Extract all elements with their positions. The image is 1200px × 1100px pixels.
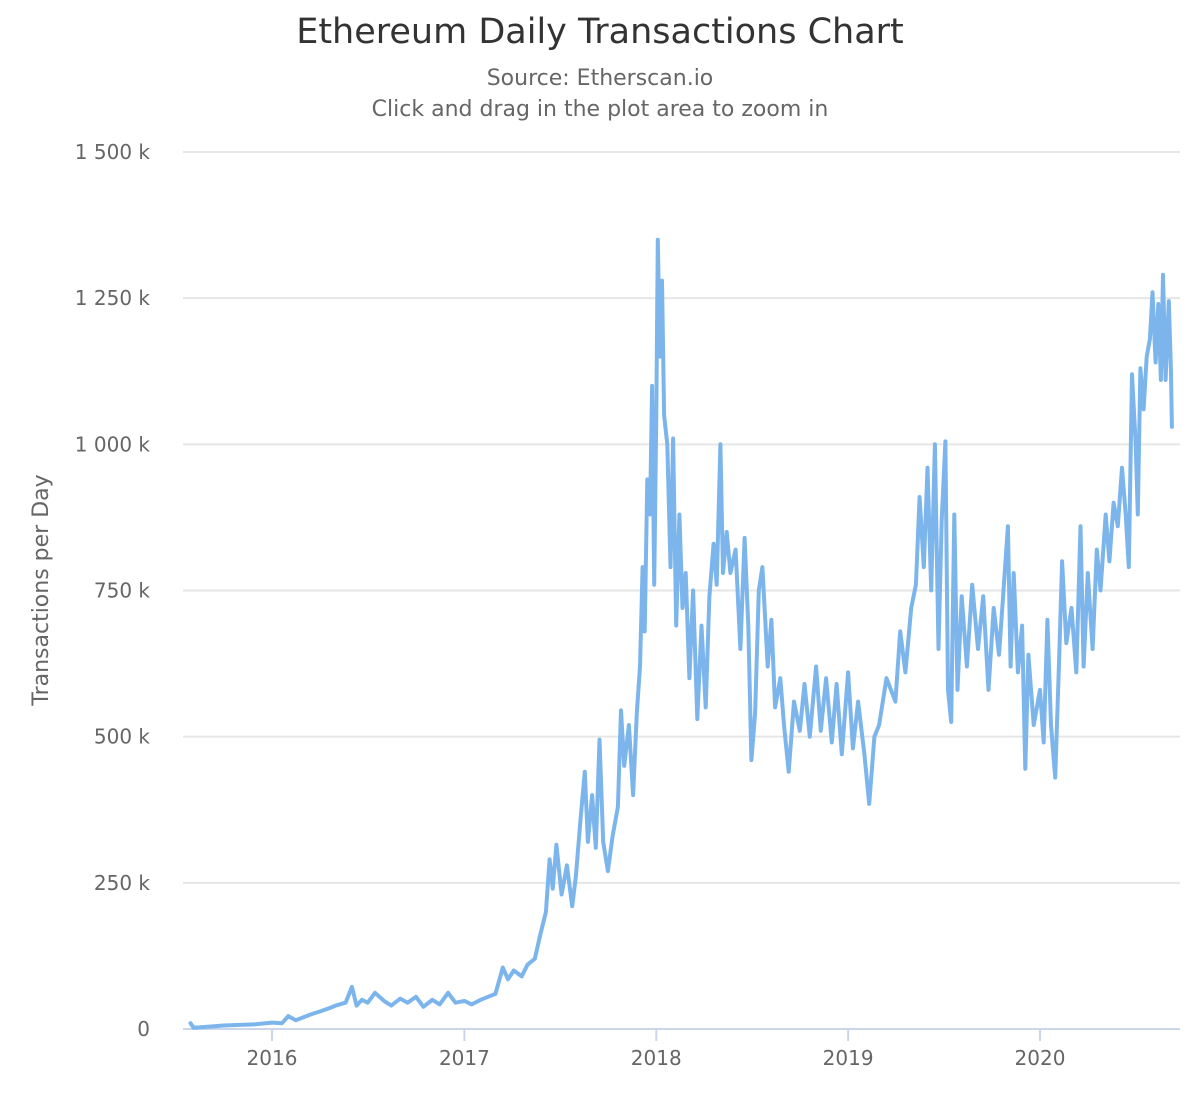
chart-title: Ethereum Daily Transactions Chart	[296, 12, 904, 52]
y-tick-label: 750 k	[94, 579, 151, 603]
chart-subtitle-hint: Click and drag in the plot area to zoom …	[371, 97, 829, 122]
y-tick-label: 1 500 k	[75, 140, 151, 164]
y-tick-label: 1 250 k	[75, 286, 151, 310]
y-tick-label: 1 000 k	[75, 432, 151, 456]
chart-subtitle: Source: Etherscan.io	[486, 66, 714, 91]
y-axis-title: Transactions per Day	[29, 474, 54, 706]
y-tick-label: 0	[137, 1017, 150, 1041]
y-tick-label: 500 k	[94, 725, 151, 749]
x-tick-label: 2017	[439, 1046, 490, 1070]
x-tick-label: 2018	[631, 1046, 682, 1070]
x-tick-label: 2016	[247, 1046, 298, 1070]
y-tick-label: 250 k	[94, 871, 151, 895]
series-line	[188, 237, 1174, 1030]
x-tick-label: 2020	[1015, 1046, 1066, 1070]
x-tick-label: 2019	[823, 1046, 874, 1070]
